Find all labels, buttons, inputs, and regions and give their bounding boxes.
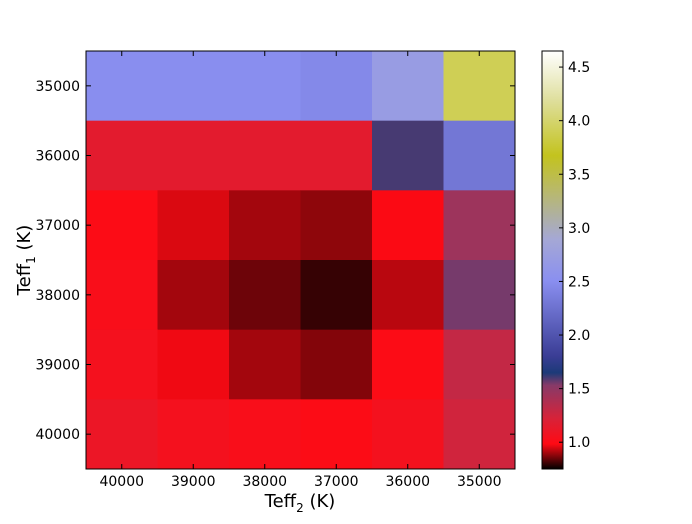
x-axis-ticks: 40000 39000 38000 37000 36000 35000 xyxy=(99,51,502,490)
colorbar-tick-label: 2.5 xyxy=(568,274,590,290)
heatmap-cell xyxy=(372,260,444,331)
heatmap-cell xyxy=(443,329,516,400)
colorbar-tick-label: 3.0 xyxy=(568,221,590,237)
heatmap-cell xyxy=(86,51,158,122)
heatmap-cell xyxy=(157,120,230,191)
heatmap-cell xyxy=(229,190,301,261)
heatmap-cell xyxy=(157,190,230,261)
x-tick-label: 40000 xyxy=(99,474,144,490)
heatmap-cell xyxy=(300,190,373,261)
x-tick-label: 36000 xyxy=(385,474,430,490)
colorbar-tick-label: 1.0 xyxy=(568,435,590,451)
heatmap-cell xyxy=(372,51,444,122)
heatmap-cell xyxy=(372,399,444,470)
heatmap-cell xyxy=(229,329,301,400)
heatmap-cell xyxy=(157,329,230,400)
heatmap-cell xyxy=(157,260,230,331)
heatmap-cell xyxy=(86,190,158,261)
heatmap-cell xyxy=(300,51,373,122)
colorbar xyxy=(541,50,564,470)
heatmap-cell xyxy=(229,51,301,122)
heatmap-cell xyxy=(229,399,301,470)
y-tick-label: 36000 xyxy=(35,149,80,165)
heatmap-cell xyxy=(157,399,230,470)
y-tick-label: 35000 xyxy=(35,79,80,95)
heatmap-cell xyxy=(300,399,373,470)
x-axis-label: Teff2 (K) xyxy=(264,491,336,515)
heatmap-cell xyxy=(157,51,230,122)
colorbar-ticks: 1.0 1.5 2.0 2.5 3.0 3.5 4.0 4.5 xyxy=(559,60,590,451)
heatmap-cell xyxy=(229,120,301,191)
heatmap-cell xyxy=(300,120,373,191)
colorbar-tick-label: 4.5 xyxy=(568,60,590,76)
colorbar-tick-label: 4.0 xyxy=(568,114,590,130)
heatmap-cell xyxy=(86,260,158,331)
colorbar-tick-label: 1.5 xyxy=(568,382,590,398)
heatmap-cell xyxy=(86,120,158,191)
plot-frame xyxy=(85,50,516,470)
heatmap-cell xyxy=(443,190,516,261)
heatmap-cell xyxy=(372,329,444,400)
heatmap-cell xyxy=(300,260,373,331)
heatmap-cells xyxy=(86,51,516,470)
x-tick-label: 38000 xyxy=(242,474,287,490)
heatmap-cell xyxy=(86,329,158,400)
colorbar-tick-label: 2.0 xyxy=(568,328,590,344)
y-tick-label: 37000 xyxy=(35,218,80,234)
heatmap-cell xyxy=(443,399,516,470)
y-tick-label: 38000 xyxy=(35,288,80,304)
y-tick-label: 39000 xyxy=(35,358,80,374)
y-axis-label: Teff1 (K) xyxy=(14,225,38,297)
heatmap-cell xyxy=(372,190,444,261)
heatmap-cell xyxy=(372,120,444,191)
y-tick-label: 40000 xyxy=(35,427,80,443)
heatmap-cell xyxy=(443,51,516,122)
heatmap-cell xyxy=(443,120,516,191)
heatmap-cell xyxy=(86,399,158,470)
x-tick-label: 35000 xyxy=(457,474,502,490)
x-tick-label: 39000 xyxy=(171,474,216,490)
colorbar-tick-label: 3.5 xyxy=(568,167,590,183)
heatmap-cell xyxy=(300,329,373,400)
heatmap-cell xyxy=(443,260,516,331)
y-axis-ticks: 35000 36000 37000 38000 39000 40000 xyxy=(35,79,515,443)
x-tick-label: 37000 xyxy=(314,474,359,490)
heatmap-cell xyxy=(229,260,301,331)
